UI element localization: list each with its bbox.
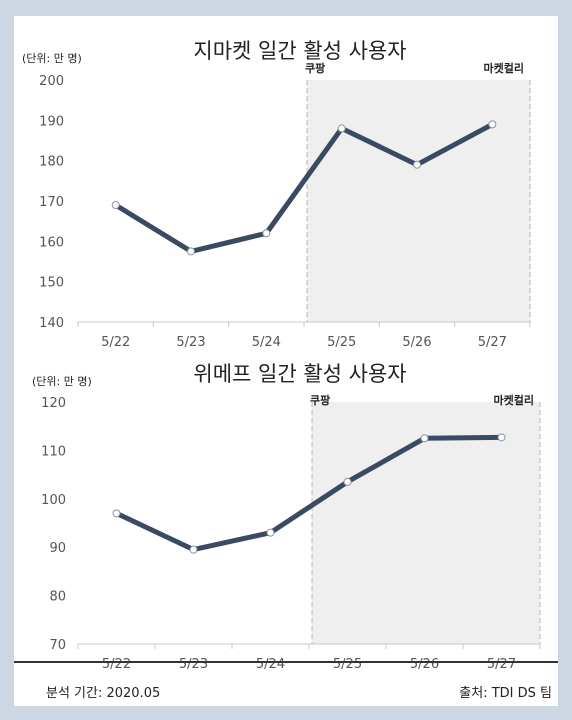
- data-point: [497, 433, 506, 442]
- chart-title: 지마켓 일간 활성 사용자: [193, 39, 406, 63]
- x-tick-label: 5/23: [176, 335, 205, 350]
- y-tick-label: 150: [39, 276, 64, 291]
- data-point: [337, 124, 346, 133]
- data-point: [420, 434, 429, 443]
- series-line: [114, 434, 504, 553]
- data-point: [262, 229, 271, 238]
- x-tick-label: 5/27: [478, 335, 507, 350]
- source-label: 출처: TDI DS 팀: [459, 686, 552, 701]
- data-point: [413, 160, 421, 169]
- y-tick-label: 190: [39, 114, 64, 129]
- annotation-marketkurly: 마켓컬리: [494, 393, 534, 407]
- y-tick-label: 110: [41, 444, 66, 459]
- y-tick-label: 70: [49, 638, 66, 653]
- highlight-region: [307, 80, 530, 322]
- x-tick-label: 5/26: [410, 657, 439, 672]
- footer-divider: [14, 661, 558, 663]
- y-tick-label: 120: [41, 396, 66, 411]
- y-tick-label: 180: [39, 155, 64, 170]
- data-point: [187, 247, 195, 256]
- data-point: [343, 477, 352, 486]
- y-tick-label: 170: [39, 195, 64, 210]
- x-tick-label: 5/24: [256, 657, 285, 672]
- x-tick-label: 5/24: [252, 335, 281, 350]
- x-tick-label: 5/26: [402, 335, 431, 350]
- x-tick-label: 5/22: [101, 335, 130, 350]
- highlight-region: [312, 402, 540, 644]
- data-point: [189, 545, 198, 554]
- unit-label: (단위: 만 명): [22, 52, 82, 65]
- y-tick-label: 140: [39, 316, 64, 331]
- series-line: [113, 121, 495, 254]
- x-tick-label: 5/22: [102, 657, 131, 672]
- y-tick-label: 160: [39, 235, 64, 250]
- x-tick-label: 5/25: [327, 335, 356, 350]
- annotation-coupang: 쿠팡: [310, 393, 330, 407]
- unit-label: (단위: 만 명): [32, 375, 92, 388]
- x-tick-label: 5/23: [179, 657, 208, 672]
- annotation-coupang: 쿠팡: [305, 61, 325, 75]
- chart-title: 위메프 일간 활성 사용자: [193, 362, 406, 386]
- data-point: [111, 201, 120, 210]
- analysis-period: 분석 기간: 2020.05: [46, 686, 161, 701]
- x-tick-label: 5/25: [333, 657, 362, 672]
- annotation-marketkurly: 마켓컬리: [484, 61, 524, 75]
- data-point: [488, 120, 497, 129]
- data-point: [112, 509, 121, 518]
- y-tick-label: 100: [41, 493, 66, 508]
- y-tick-label: 200: [39, 74, 64, 89]
- y-tick-label: 80: [49, 590, 66, 605]
- x-tick-label: 5/27: [487, 657, 516, 672]
- data-point: [266, 528, 275, 537]
- y-tick-label: 90: [49, 541, 66, 556]
